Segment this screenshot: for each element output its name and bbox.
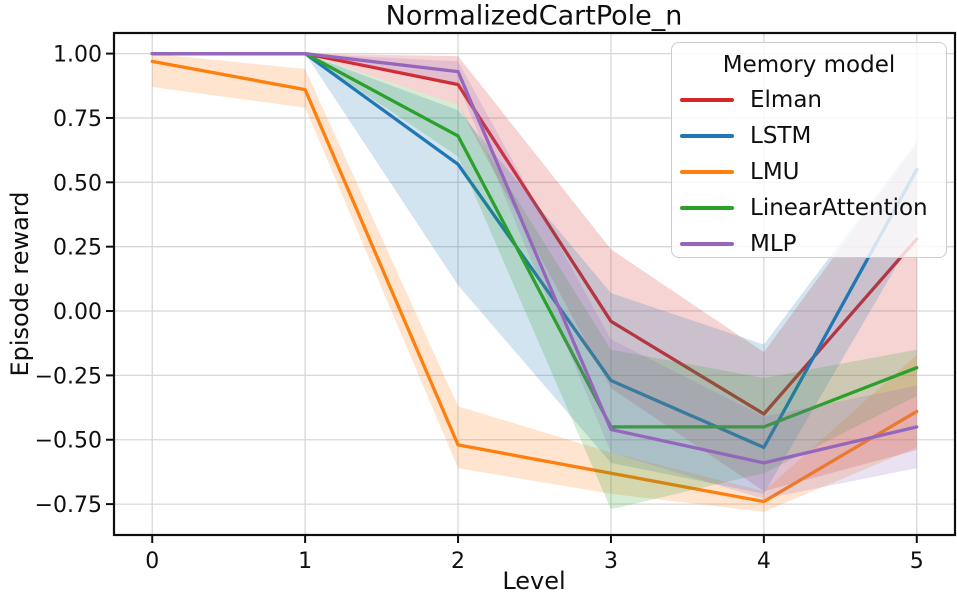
y-tick-label: 0.50 <box>53 171 102 196</box>
y-axis-label: Episode reward <box>6 191 34 377</box>
legend-item-elman: Elman <box>672 82 946 118</box>
chart-title: NormalizedCartPole_n <box>385 0 683 32</box>
band-elman <box>152 53 917 492</box>
legend-line-swatch <box>680 134 734 138</box>
legend-item-lmu: LMU <box>672 154 946 190</box>
legend-line-swatch <box>680 206 734 210</box>
x-axis-label: Level <box>502 567 566 595</box>
y-tick-label: 0.00 <box>53 300 102 325</box>
legend-line-swatch <box>680 98 734 102</box>
y-tick-label: 1.00 <box>53 43 102 68</box>
x-tick-label: 4 <box>757 549 771 574</box>
x-tick-label: 5 <box>910 549 924 574</box>
x-tick-label: 0 <box>145 549 159 574</box>
legend-item-label: MLP <box>750 231 797 257</box>
y-tick-label: −0.50 <box>35 429 102 454</box>
y-tick-label: −0.75 <box>35 493 102 518</box>
band-lmu <box>152 53 917 512</box>
plot-border <box>112 31 957 537</box>
line-mlp <box>150 51 919 465</box>
y-tick-label: −0.25 <box>35 364 102 389</box>
legend-line-swatch <box>680 170 734 174</box>
y-tick-label: 0.75 <box>53 107 102 132</box>
legend-item-label: LinearAttention <box>750 195 928 221</box>
line-lmu <box>150 59 919 504</box>
legend-title: Memory model <box>722 52 896 78</box>
x-tick-label: 1 <box>298 549 312 574</box>
legend-item-label: Elman <box>750 87 822 113</box>
legend-line-swatch <box>680 242 734 246</box>
y-tick-label: 0.25 <box>53 236 102 261</box>
legend: Memory model Elman LSTM LMU LinearAttention… <box>671 42 947 258</box>
band-mlp <box>152 53 917 499</box>
legend-item-linearattention: LinearAttention <box>672 190 946 226</box>
legend-item-mlp: MLP <box>672 226 946 262</box>
legend-item-label: LSTM <box>750 123 812 149</box>
x-tick-label: 3 <box>604 549 618 574</box>
legend-item-label: LMU <box>750 159 800 185</box>
legend-item-lstm: LSTM <box>672 118 946 154</box>
legend-items: Elman LSTM LMU LinearAttention MLP <box>672 82 946 262</box>
x-tick-label: 2 <box>451 549 465 574</box>
